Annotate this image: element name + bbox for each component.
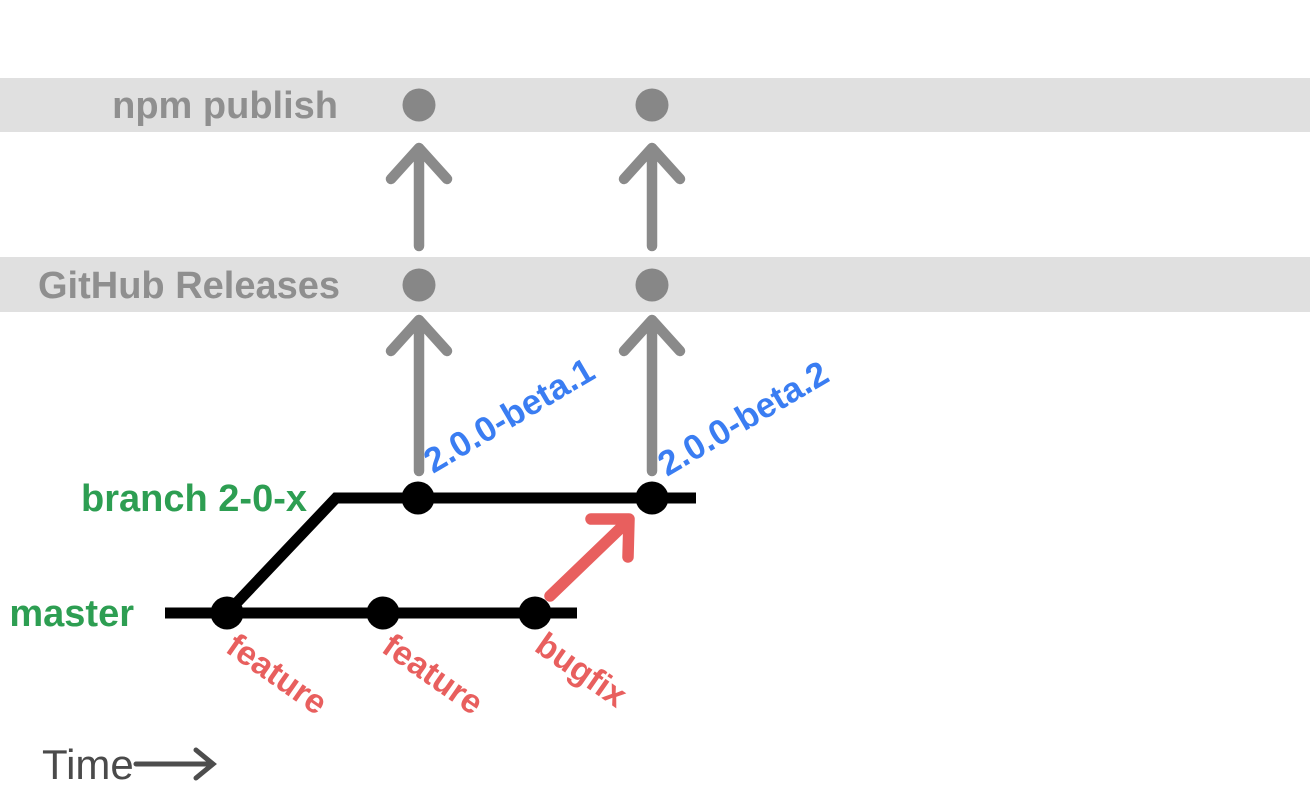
commit-dot-beta1 xyxy=(401,481,435,515)
publish-arrow-icon-2 xyxy=(618,142,686,252)
release-arrow-icon-2 xyxy=(618,314,686,477)
master-branch-label: master xyxy=(9,593,134,635)
commit-label-feature-2: feature xyxy=(375,626,490,722)
npm-publish-label: npm publish xyxy=(112,85,338,127)
commit-label-feature-1: feature xyxy=(219,626,334,722)
release-branch-line xyxy=(223,492,696,617)
publish-arrow-icon-1 xyxy=(385,142,453,252)
commit-label-bugfix: bugfix xyxy=(528,625,633,715)
tag-label-beta2: 2.0.0-beta.2 xyxy=(651,354,835,484)
github-releases-label: GitHub Releases xyxy=(38,265,340,307)
github-release-dot-1 xyxy=(402,268,436,302)
npm-publish-dot-2 xyxy=(635,88,669,122)
time-arrow-icon xyxy=(133,747,217,781)
github-release-dot-2 xyxy=(635,268,669,302)
release-branch-label: branch 2-0-x xyxy=(81,478,307,520)
time-axis-label: Time xyxy=(42,741,134,788)
commit-dot-beta2 xyxy=(635,481,669,515)
tag-label-beta1: 2.0.0-beta.1 xyxy=(417,351,601,481)
npm-publish-dot-1 xyxy=(402,88,436,122)
commit-dot-feature-1 xyxy=(210,596,244,630)
commit-dot-feature-2 xyxy=(366,596,400,630)
bugfix-merge-arrow-icon xyxy=(544,513,635,602)
release-arrow-icon-1 xyxy=(385,314,453,477)
commit-dot-bugfix xyxy=(518,596,552,630)
